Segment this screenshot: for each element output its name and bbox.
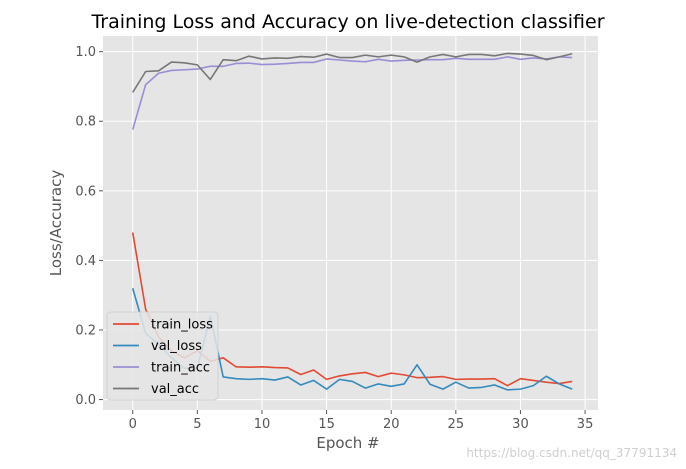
series-line-val-acc: [132, 52, 573, 93]
legend-label-train-acc: train_acc: [151, 361, 210, 376]
x-tick-label: 20: [383, 417, 400, 432]
x-tick-label: 5: [193, 417, 201, 432]
y-tick-label: 0.4: [75, 254, 96, 269]
y-axis-title: Loss/Accuracy: [47, 170, 65, 277]
x-axis-title: Epoch #: [316, 434, 379, 452]
y-tick-label: 0.2: [75, 323, 96, 338]
legend-label-val-loss: val_loss: [151, 339, 202, 354]
x-tick-label: 25: [448, 417, 465, 432]
legend-label-val-acc: val_acc: [151, 382, 199, 397]
legend-label-train-loss: train_loss: [151, 318, 213, 333]
x-tick-label: 0: [129, 417, 137, 432]
series-line-train-acc: [131, 56, 573, 130]
y-tick-label: 1.0: [75, 45, 96, 60]
x-tick-label: 35: [577, 417, 594, 432]
y-tick-label: 0.6: [75, 184, 96, 199]
y-tick-label: 0.0: [75, 393, 96, 408]
legend: train_loss val_loss train_acc val_acc: [106, 311, 219, 401]
axis-ticks: 0 5 10 15 20 25 30 35 0.0 0.2 0.4 0.6 0.8 1.0: [75, 45, 593, 432]
chart-title: Training Loss and Accuracy on live-detec…: [90, 11, 604, 33]
y-tick-label: 0.8: [75, 115, 96, 130]
legend-box: [106, 311, 219, 401]
x-tick-label: 15: [318, 417, 335, 432]
x-tick-label: 30: [512, 417, 529, 432]
x-tick-label: 10: [254, 417, 271, 432]
watermark: https://blog.csdn.net/qq_37791134: [466, 446, 677, 460]
